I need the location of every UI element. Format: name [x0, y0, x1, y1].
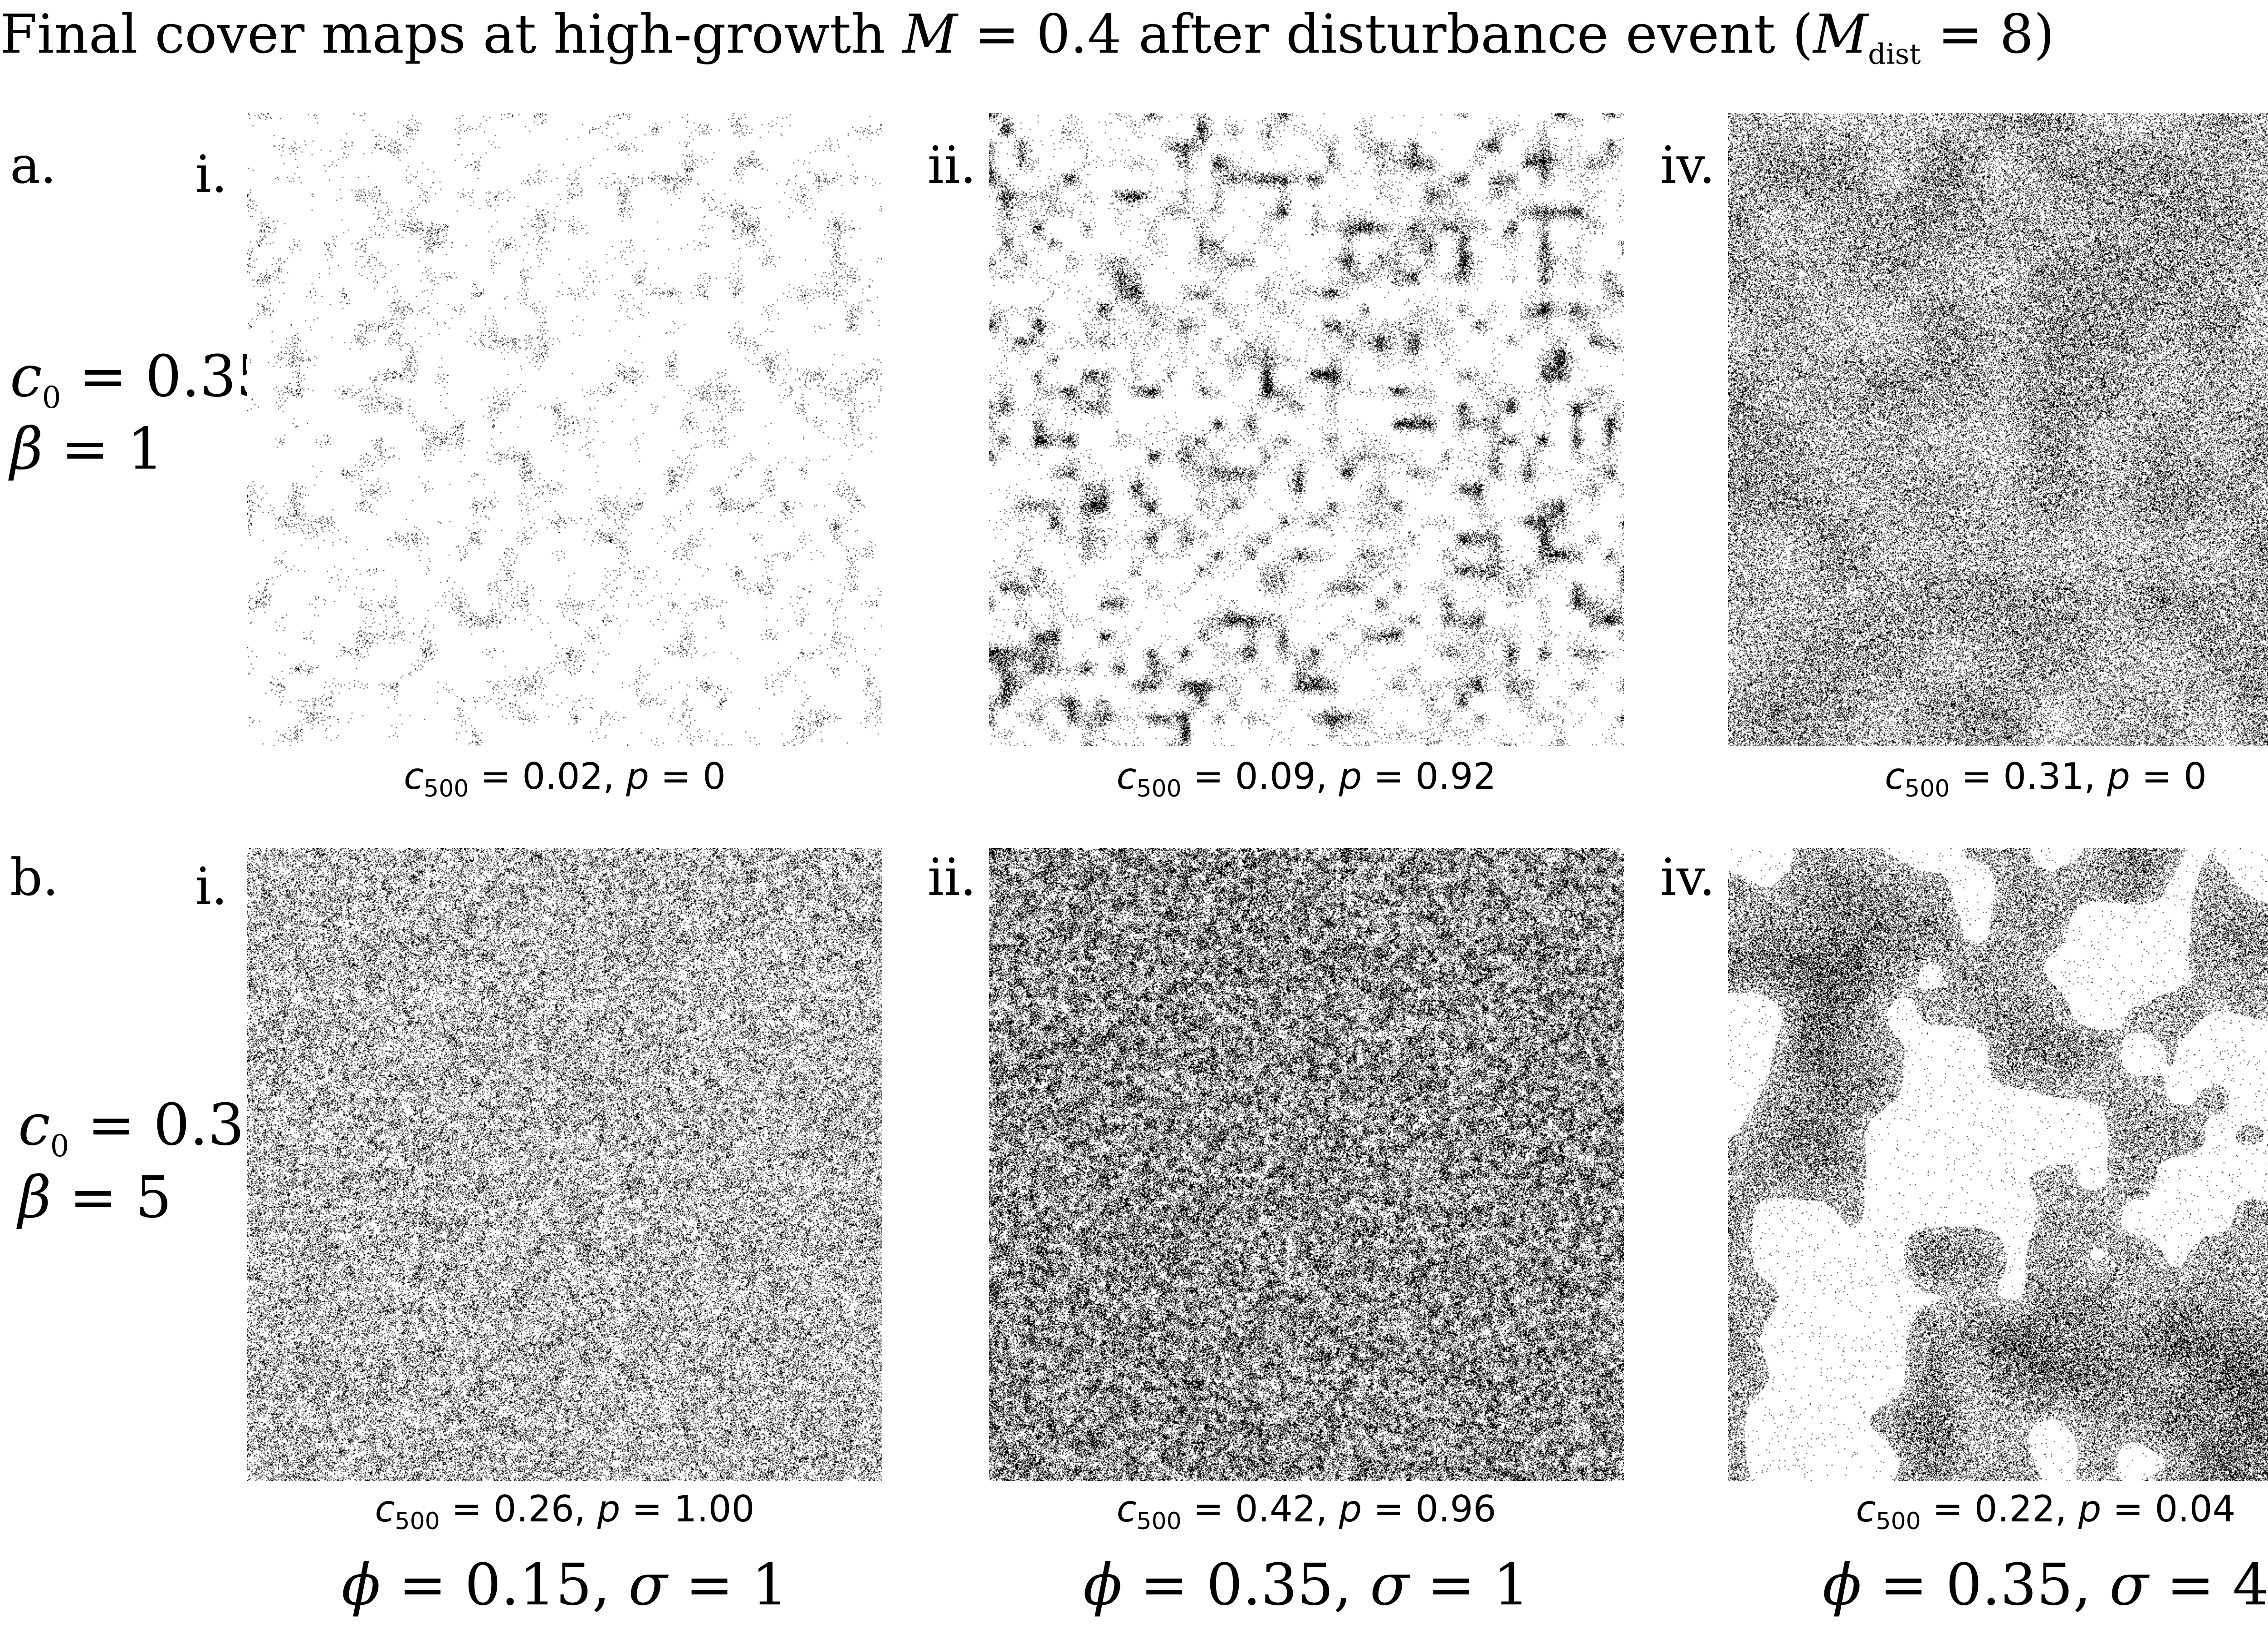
cover-map-b-i-canvas: [247, 848, 882, 1481]
cover-map-b-i: [247, 848, 882, 1481]
row-a-label: a.: [10, 136, 57, 195]
cover-map-a-i: [247, 113, 882, 746]
panel-a-iv-tag: iv.: [1660, 136, 1716, 195]
cover-map-a-iv-canvas: [1728, 113, 2268, 746]
panel-b-i-tag: i.: [195, 857, 228, 916]
cover-map-b-iv-canvas: [1728, 848, 2268, 1481]
caption-a-i: c500 = 0.02, p = 0: [404, 755, 726, 802]
row-b-beta-param: β = 5: [18, 1164, 172, 1231]
cover-map-a-ii-canvas: [989, 113, 1624, 746]
column-2-params: ϕ = 0.35, σ = 1: [1083, 1551, 1530, 1618]
column-1-params: ϕ = 0.15, σ = 1: [341, 1551, 788, 1618]
cover-map-a-iv: [1728, 113, 2268, 746]
cover-map-a-i-canvas: [247, 113, 882, 746]
row-a-c0-param: c0 = 0.35: [10, 343, 273, 416]
panel-a-ii-tag: ii.: [928, 136, 977, 195]
cover-map-b-ii: [989, 848, 1624, 1481]
cover-map-a-ii: [989, 113, 1624, 746]
caption-b-i: c500 = 0.26, p = 1.00: [375, 1488, 755, 1535]
panel-a-i-tag: i.: [195, 145, 228, 204]
row-a-beta-param: β = 1: [10, 416, 164, 482]
panel-b-ii-tag: ii.: [928, 848, 977, 907]
cover-map-b-ii-canvas: [989, 848, 1624, 1481]
caption-a-iv: c500 = 0.31, p = 0: [1885, 755, 2207, 802]
column-3-params: ϕ = 0.35, σ = 4: [1822, 1551, 2268, 1618]
caption-b-iv: c500 = 0.22, p = 0.04: [1856, 1488, 2236, 1535]
caption-b-ii: c500 = 0.42, p = 0.96: [1116, 1488, 1496, 1535]
row-b-label: b.: [10, 848, 59, 907]
figure-title: Final cover maps at high-growth M = 0.4 …: [0, 3, 2055, 71]
caption-a-ii: c500 = 0.09, p = 0.92: [1116, 755, 1496, 802]
panel-b-iv-tag: iv.: [1660, 848, 1716, 907]
cover-map-b-iv: [1728, 848, 2268, 1481]
